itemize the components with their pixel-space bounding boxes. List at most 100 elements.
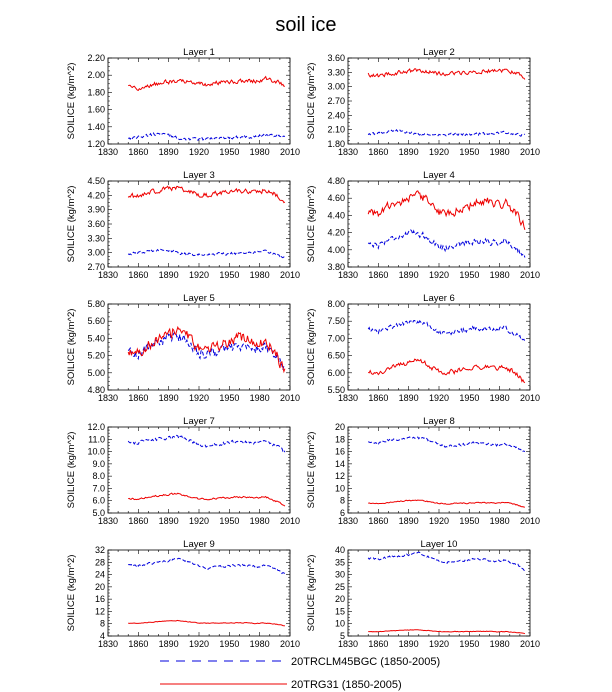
series-line-model-b <box>128 75 285 91</box>
panel-title: Layer 10 <box>421 539 458 550</box>
y-tick-label: 8.0 <box>92 471 105 481</box>
x-tick-label: 1950 <box>219 147 239 157</box>
series-line-model-a <box>367 128 526 137</box>
y-tick-label: 20 <box>95 582 105 592</box>
x-tick-label: 1980 <box>250 270 270 280</box>
x-tick-label: 1920 <box>189 393 209 403</box>
x-tick-label: 1830 <box>338 393 358 403</box>
y-axis-label: SOILICE (kg/m^2) <box>306 309 317 386</box>
panel-title: Layer 2 <box>423 47 455 58</box>
plot-frame <box>347 180 531 268</box>
y-tick-label: 5.00 <box>87 368 105 378</box>
x-tick-label: 2010 <box>280 147 300 157</box>
x-tick-label: 1980 <box>490 270 510 280</box>
x-tick-label: 1830 <box>98 639 118 649</box>
panel-layer-10: Layer 10 SOILICE (kg/m^2) 1830 1860 1890 1920… <box>306 539 540 649</box>
y-tick-label: 3.00 <box>87 248 105 258</box>
panel-title: Layer 9 <box>183 539 215 550</box>
y-tick-label: 30 <box>335 570 345 580</box>
x-tick-label: 1950 <box>219 270 239 280</box>
x-tick-label: 1890 <box>399 147 419 157</box>
x-tick-label: 2010 <box>280 516 300 526</box>
y-tick-label: 2.70 <box>327 96 345 106</box>
plot-frame <box>347 426 531 514</box>
y-tick-label: 5 <box>340 631 345 641</box>
legend: 20TRCLM45BGC (1850-2005) 20TRG31 (1850-2… <box>160 656 440 691</box>
x-tick-label: 1920 <box>429 147 449 157</box>
panel-title: Layer 5 <box>183 293 215 304</box>
x-tick-label: 1950 <box>459 270 479 280</box>
y-tick-label: 6.50 <box>327 351 345 361</box>
x-tick-label: 1890 <box>159 393 179 403</box>
plot-frame <box>107 57 291 145</box>
x-tick-label: 1860 <box>368 270 388 280</box>
y-tick-label: 3.00 <box>327 82 345 92</box>
series-line-model-b <box>367 358 526 384</box>
x-tick-label: 1980 <box>490 147 510 157</box>
y-tick-label: 4.50 <box>87 176 105 186</box>
plot-frame <box>107 426 291 514</box>
y-axis-label: SOILICE (kg/m^2) <box>306 186 317 263</box>
y-tick-label: 7.0 <box>92 483 105 493</box>
y-tick-label: 3.60 <box>87 219 105 229</box>
x-tick-label: 1860 <box>368 393 388 403</box>
panel-layer-5: Layer 5 SOILICE (kg/m^2) 1830 1860 1890 1920 1… <box>66 293 300 403</box>
series-line-model-a <box>127 331 286 370</box>
panel-layer-9: Layer 9 SOILICE (kg/m^2) 1830 1860 1890 1920 1… <box>66 539 300 649</box>
x-tick-label: 1920 <box>429 393 449 403</box>
series-line-model-b <box>127 325 286 374</box>
series-line-model-a <box>367 319 526 342</box>
series-line-model-a <box>367 229 526 258</box>
panel-layer-8: Layer 8 SOILICE (kg/m^2) 1830 1860 1890 1920 1… <box>306 416 540 526</box>
y-tick-label: 2.00 <box>87 70 105 80</box>
x-tick-label: 2010 <box>280 639 300 649</box>
x-tick-label: 1920 <box>189 516 209 526</box>
y-tick-label: 11.0 <box>88 434 105 444</box>
series-line-model-a <box>128 557 286 575</box>
x-tick-label: 2010 <box>520 393 540 403</box>
x-tick-label: 2010 <box>520 516 540 526</box>
y-axis-label: SOILICE (kg/m^2) <box>306 63 317 140</box>
x-tick-label: 1860 <box>128 270 148 280</box>
y-tick-label: 8 <box>340 496 345 506</box>
x-tick-label: 1860 <box>128 147 148 157</box>
x-tick-label: 1920 <box>429 516 449 526</box>
x-tick-label: 1980 <box>490 639 510 649</box>
x-tick-label: 1980 <box>250 147 270 157</box>
y-axis-label: SOILICE (kg/m^2) <box>66 63 77 140</box>
y-tick-label: 20 <box>335 422 345 432</box>
plot-frame <box>107 303 291 391</box>
x-tick-label: 1860 <box>368 147 388 157</box>
x-tick-label: 1950 <box>459 147 479 157</box>
y-tick-label: 18 <box>335 434 345 444</box>
x-tick-label: 1890 <box>399 639 419 649</box>
y-tick-label: 10.0 <box>87 447 105 457</box>
y-tick-label: 12 <box>335 471 345 481</box>
x-tick-label: 1980 <box>250 393 270 403</box>
x-tick-label: 1830 <box>338 147 358 157</box>
y-tick-label: 1.80 <box>327 139 345 149</box>
x-tick-label: 1890 <box>399 270 419 280</box>
legend-label-model-a: 20TRCLM45BGC (1850-2005) <box>291 656 440 668</box>
x-tick-label: 1860 <box>128 639 148 649</box>
x-tick-label: 1830 <box>338 639 358 649</box>
y-tick-label: 16 <box>335 447 345 457</box>
y-tick-label: 8 <box>100 619 105 629</box>
y-tick-label: 12 <box>95 606 105 616</box>
x-tick-label: 1830 <box>98 147 118 157</box>
y-tick-label: 32 <box>95 545 105 555</box>
y-tick-label: 2.40 <box>327 110 345 120</box>
x-tick-label: 1890 <box>399 393 419 403</box>
y-tick-label: 7.50 <box>327 316 345 326</box>
series-line-model-b <box>128 619 285 627</box>
x-tick-label: 1950 <box>219 393 239 403</box>
y-tick-label: 9.0 <box>92 459 105 469</box>
x-tick-label: 1980 <box>490 516 510 526</box>
y-tick-label: 15 <box>335 606 345 616</box>
y-tick-label: 4.20 <box>87 190 105 200</box>
y-tick-label: 24 <box>95 570 105 580</box>
y-axis-label: SOILICE (kg/m^2) <box>306 432 317 509</box>
y-tick-label: 20 <box>335 594 345 604</box>
